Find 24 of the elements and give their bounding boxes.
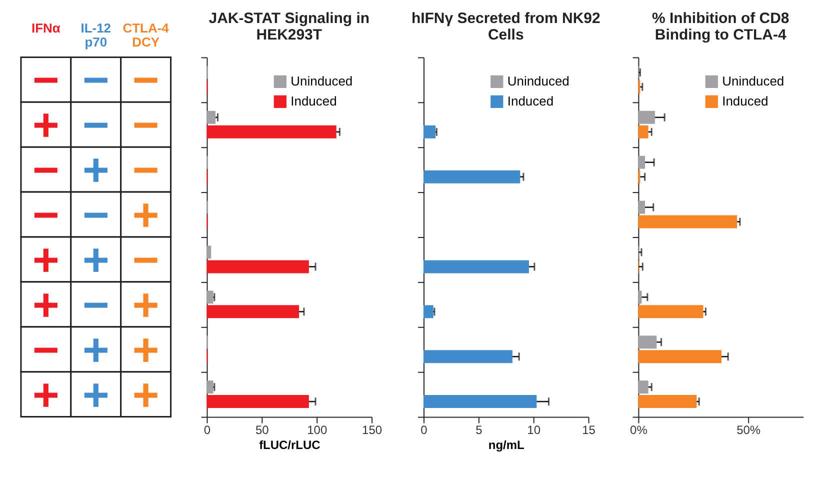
- chart-title: hIFNγ Secreted from NK92 Cells: [411, 10, 600, 44]
- x-tick-label: 100: [307, 423, 328, 438]
- category-label: IFNα: [32, 20, 60, 36]
- x-tick-label: 15: [582, 423, 596, 438]
- legend-label: Uninduced: [290, 74, 353, 89]
- chart-title: JAK-STAT Signaling in HEK293T: [208, 10, 370, 44]
- x-tick-label: 0%: [630, 423, 648, 438]
- x-tick-label: 5: [476, 423, 483, 438]
- category-label: CTLA-4 DCY: [122, 20, 170, 50]
- legend-label: Induced: [290, 94, 337, 109]
- chart-title: % Inhibition of CD8 Binding to CTLA-4: [652, 10, 790, 44]
- legend-label: Uninduced: [507, 74, 570, 89]
- legend-label: Induced: [722, 94, 768, 109]
- x-tick-label: 0: [204, 423, 211, 438]
- x-tick-label: 50: [256, 423, 270, 438]
- legend-label: Uninduced: [722, 74, 784, 89]
- category-label: IL-12 p70: [80, 20, 112, 50]
- x-axis-title: fLUC/rLUC: [259, 438, 321, 452]
- legend-label: Induced: [507, 94, 554, 109]
- x-tick-label: 150: [362, 423, 382, 438]
- x-tick-label: 50%: [736, 423, 761, 438]
- x-axis-title: ng/mL: [488, 438, 524, 452]
- x-tick-label: 10: [527, 423, 541, 438]
- x-tick-label: 0: [420, 423, 428, 438]
